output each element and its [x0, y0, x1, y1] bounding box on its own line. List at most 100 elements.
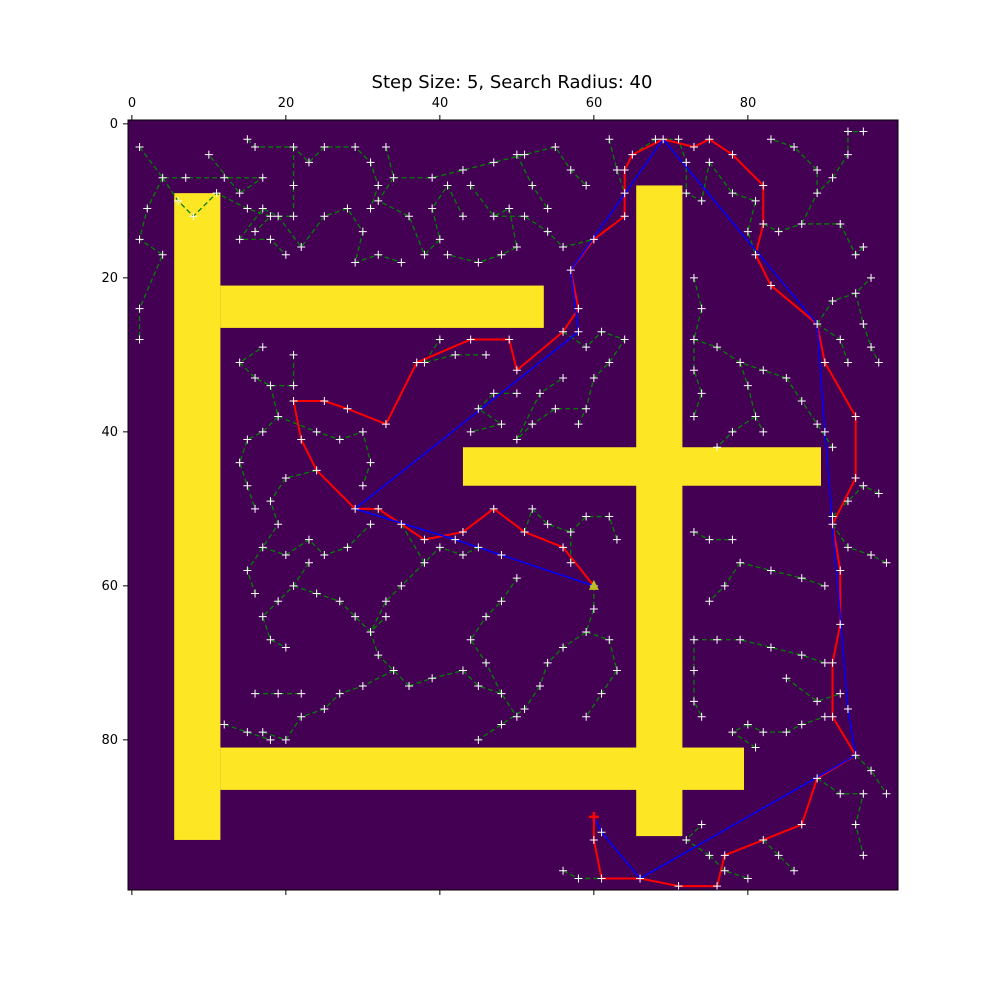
tree-node	[682, 189, 691, 198]
tree-edge	[238, 346, 295, 387]
tree-node	[482, 612, 491, 621]
tree-edge	[422, 339, 487, 364]
tree-node	[582, 343, 591, 352]
tree-node	[251, 373, 260, 382]
tree-edge	[832, 523, 887, 564]
tree-node	[281, 250, 290, 259]
tree-node	[605, 635, 614, 644]
tree-node	[859, 320, 868, 329]
tree-edge	[608, 139, 626, 194]
tree-node	[343, 404, 352, 413]
tree-node	[867, 551, 876, 560]
tree-node	[813, 320, 822, 329]
tree-node	[458, 666, 467, 675]
tree-edge	[801, 130, 864, 225]
tree-node	[289, 181, 298, 190]
tree-node	[497, 420, 506, 429]
tree-node	[366, 520, 375, 529]
tree-node	[589, 604, 598, 613]
tree-node	[428, 173, 437, 182]
tree-node	[689, 527, 698, 536]
tree-node	[820, 712, 829, 721]
tree-node	[751, 250, 760, 259]
tree-node	[312, 466, 321, 475]
tree-node	[605, 135, 614, 144]
tree-node	[351, 504, 360, 513]
tree-node	[389, 173, 398, 182]
tree-node	[874, 358, 883, 367]
tree-node	[374, 196, 383, 205]
tree-node	[559, 243, 568, 252]
tree-node	[759, 427, 768, 436]
tree-node	[497, 597, 506, 606]
y-tick-label: 80	[101, 733, 118, 748]
x-tick-label: 40	[432, 96, 449, 111]
tree-node	[782, 674, 791, 683]
tree-node	[320, 397, 329, 406]
tree-node	[274, 597, 283, 606]
tree-node	[297, 243, 306, 252]
y-tick-label: 60	[101, 579, 118, 594]
tree-node	[543, 520, 552, 529]
tree-node	[512, 243, 521, 252]
tree-node	[797, 574, 806, 583]
tree-node	[551, 142, 560, 151]
tree-node	[797, 720, 806, 729]
tree-node	[220, 720, 229, 729]
tree-node	[266, 735, 275, 744]
tree-node	[620, 335, 629, 344]
tree-node	[366, 158, 375, 167]
tree-node	[774, 851, 783, 860]
tree-node	[289, 397, 298, 406]
tree-node	[828, 658, 837, 667]
tree-node	[374, 651, 383, 660]
tree-node	[843, 150, 852, 159]
tree-node	[843, 358, 852, 367]
tree-node	[836, 566, 845, 575]
tree-node	[589, 235, 598, 244]
tree-node	[605, 358, 614, 367]
tree-node	[574, 874, 583, 883]
tree-node	[628, 150, 637, 159]
tree-node	[689, 142, 698, 151]
tree-node	[528, 181, 537, 190]
tree-node	[582, 628, 591, 637]
tree-node	[435, 235, 444, 244]
tree-node	[843, 543, 852, 552]
tree-node	[713, 635, 722, 644]
tree-edge	[408, 669, 518, 718]
tree-node	[420, 558, 429, 567]
tree-node	[304, 558, 313, 567]
tree-node	[204, 150, 213, 159]
tree-node	[458, 527, 467, 536]
tree-node	[728, 535, 737, 544]
tree-node	[828, 296, 837, 305]
tree-node	[520, 150, 529, 159]
tree-node	[497, 250, 506, 259]
tree-node	[728, 150, 737, 159]
tree-node	[759, 366, 768, 375]
tree-node	[274, 212, 283, 221]
tree-node	[766, 643, 775, 652]
tree-node	[636, 874, 645, 883]
tree-node	[535, 389, 544, 398]
tree-node	[135, 335, 144, 344]
tree-node	[705, 135, 714, 144]
tree-node	[351, 258, 360, 267]
tree-node	[582, 712, 591, 721]
tree-node	[374, 250, 383, 259]
tree-node	[759, 728, 768, 737]
tree-node	[243, 566, 252, 575]
tree-node	[836, 219, 845, 228]
tree-node	[405, 212, 414, 221]
tree-node	[813, 420, 822, 429]
tree-node	[343, 204, 352, 213]
tree-node	[497, 689, 506, 698]
tree-edge	[855, 293, 880, 363]
tree-node	[582, 404, 591, 413]
tree-node	[435, 335, 444, 344]
tree-node	[751, 743, 760, 752]
tree-node	[697, 304, 706, 313]
tree-node	[828, 512, 837, 521]
tree-node	[843, 705, 852, 714]
